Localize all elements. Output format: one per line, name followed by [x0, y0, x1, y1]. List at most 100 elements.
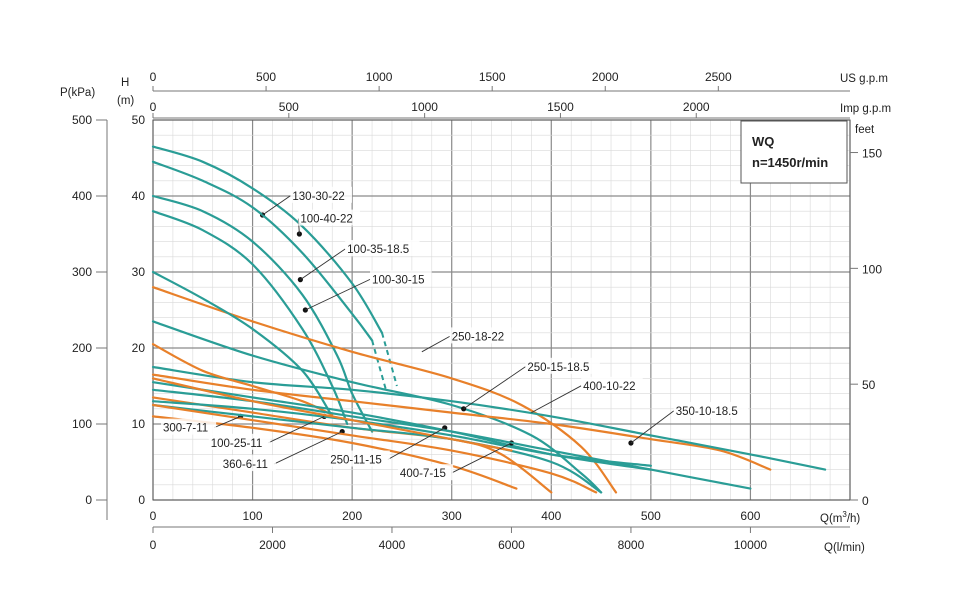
q-tick-label: 100: [243, 509, 263, 523]
curve-label-100-25-11: 100-25-11: [211, 438, 263, 450]
feet-tick-label: 0: [862, 494, 869, 508]
head-axis-label-top: H: [121, 77, 129, 89]
lmin-tick-label: 6000: [498, 538, 525, 552]
label-bg-100-35-18-5: [345, 240, 420, 256]
label-bg-300-7-11: [160, 418, 217, 435]
h-tick-label: 40: [132, 189, 146, 203]
kpa-tick-label: 100: [72, 417, 92, 431]
kpa-tick-label: 200: [72, 341, 92, 355]
leader-400-10-22: [531, 385, 582, 413]
q-tick-label: 300: [442, 509, 462, 523]
lmin-tick-label: 2000: [259, 538, 286, 552]
h-tick-label: 20: [132, 341, 146, 355]
head-axis-label-bottom: (m): [117, 95, 134, 107]
label-bg-100-40-22: [298, 209, 360, 226]
series-line-250-18-22: [151, 286, 618, 494]
curve-label-360-6-11: 360-6-11: [223, 459, 268, 471]
series-line-orange-extra-3: [151, 377, 513, 452]
imp-tick-label: 0: [150, 100, 157, 114]
series-line-300-7-11: [151, 270, 334, 418]
series-dash-130-30-22: [381, 332, 398, 387]
leader-350-10-18-5: [630, 410, 675, 444]
feet-axis-label: feet: [855, 124, 875, 136]
h-tick-label: 10: [132, 417, 146, 431]
series-line-400-10-22: [151, 373, 772, 471]
leader-100-30-15: [305, 278, 371, 311]
imp-tick-label: 2000: [683, 100, 710, 114]
series-dash-100-40-22: [371, 340, 388, 394]
us-tick-label: 0: [150, 70, 157, 84]
label-bg-100-30-15: [370, 270, 432, 287]
kpa-axis-label: P(kPa): [60, 87, 95, 99]
label-bg-130-30-22: [290, 186, 352, 203]
lmin-tick-label: 0: [150, 538, 157, 552]
lmin-tick-label: 4000: [379, 538, 406, 552]
imp-tick-label: 1500: [547, 100, 574, 114]
lmin-tick-label: 8000: [618, 538, 645, 552]
q-tick-label: 200: [342, 509, 362, 523]
label-bg-400-10-22: [581, 376, 643, 393]
leader-300-7-11: [213, 415, 241, 429]
h-tick-label: 0: [138, 493, 145, 507]
label-bg-250-18-22: [449, 327, 512, 344]
leader-360-6-11: [273, 431, 343, 465]
us-tick-label: 500: [256, 70, 276, 84]
feet-tick-label: 50: [862, 378, 876, 392]
curve-label-250-18-22: 250-18-22: [452, 331, 504, 343]
curve-label-400-7-15: 400-7-15: [400, 468, 446, 480]
q-tick-label: 500: [641, 509, 661, 523]
us-tick-label: 1500: [479, 70, 506, 84]
label-bg-100-25-11: [208, 433, 271, 450]
curve-label-350-10-18-5: 350-10-18.5: [676, 406, 738, 418]
series-line-350-10-18-5: [151, 365, 827, 471]
kpa-tick-label: 500: [72, 113, 92, 127]
curve-label-400-10-22: 400-10-22: [583, 381, 635, 393]
q-m3h-axis-label: Q(m3/h): [820, 510, 860, 525]
leader-250-18-22: [421, 336, 450, 353]
curve-label-100-40-22: 100-40-22: [300, 214, 352, 226]
label-bg-400-7-15: [397, 464, 454, 481]
curve-label-300-7-11: 300-7-11: [163, 423, 208, 435]
q-tick-label: 600: [740, 509, 760, 523]
feet-tick-label: 150: [862, 147, 882, 161]
leader-100-35-18-5: [300, 248, 346, 280]
q-lmin-axis-label: Q(l/min): [824, 542, 865, 554]
curve-label-250-15-18-5: 250-15-18.5: [527, 362, 589, 374]
leader-250-11-15: [387, 427, 445, 460]
kpa-tick-label: 0: [85, 493, 92, 507]
kpa-tick-label: 400: [72, 189, 92, 203]
us-tick-label: 2000: [592, 70, 619, 84]
curve-label-100-30-15: 100-30-15: [372, 274, 424, 286]
us-tick-label: 2500: [705, 70, 732, 84]
us-tick-label: 1000: [366, 70, 393, 84]
chart-subtitle: n=1450r/min: [752, 155, 828, 170]
label-bg-360-6-11: [220, 455, 276, 472]
kpa-tick-label: 300: [72, 265, 92, 279]
us-gpm-axis-label: US g.p.m: [840, 73, 888, 85]
curve-label-250-11-15: 250-11-15: [330, 455, 382, 467]
q-tick-label: 400: [541, 509, 561, 523]
leader-400-7-15: [450, 442, 512, 474]
title-box: WQ n=1450r/min: [740, 120, 848, 184]
series-line-100-40-22: [151, 160, 374, 342]
q-tick-label: 0: [150, 509, 157, 523]
curve-label-100-35-18-5: 100-35-18.5: [347, 244, 409, 256]
imp-tick-label: 500: [279, 100, 299, 114]
imp-gpm-axis-label: Imp g.p.m: [840, 103, 891, 115]
series-line-400-7-15: [151, 403, 603, 494]
feet-tick-label: 100: [862, 262, 882, 276]
lmin-tick-label: 10000: [734, 538, 768, 552]
leader-250-15-18-5: [463, 366, 526, 410]
leader-100-25-11: [268, 415, 325, 444]
h-tick-label: 30: [132, 265, 146, 279]
chart-title: WQ: [752, 134, 774, 149]
label-bg-250-11-15: [328, 450, 390, 467]
series-line-100-35-18-5: [151, 194, 374, 433]
series-line-teal-extra-1: [151, 400, 652, 467]
label-bg-350-10-18-5: [673, 401, 749, 418]
h-tick-label: 50: [132, 113, 146, 127]
curve-label-130-30-22: 130-30-22: [292, 191, 344, 203]
